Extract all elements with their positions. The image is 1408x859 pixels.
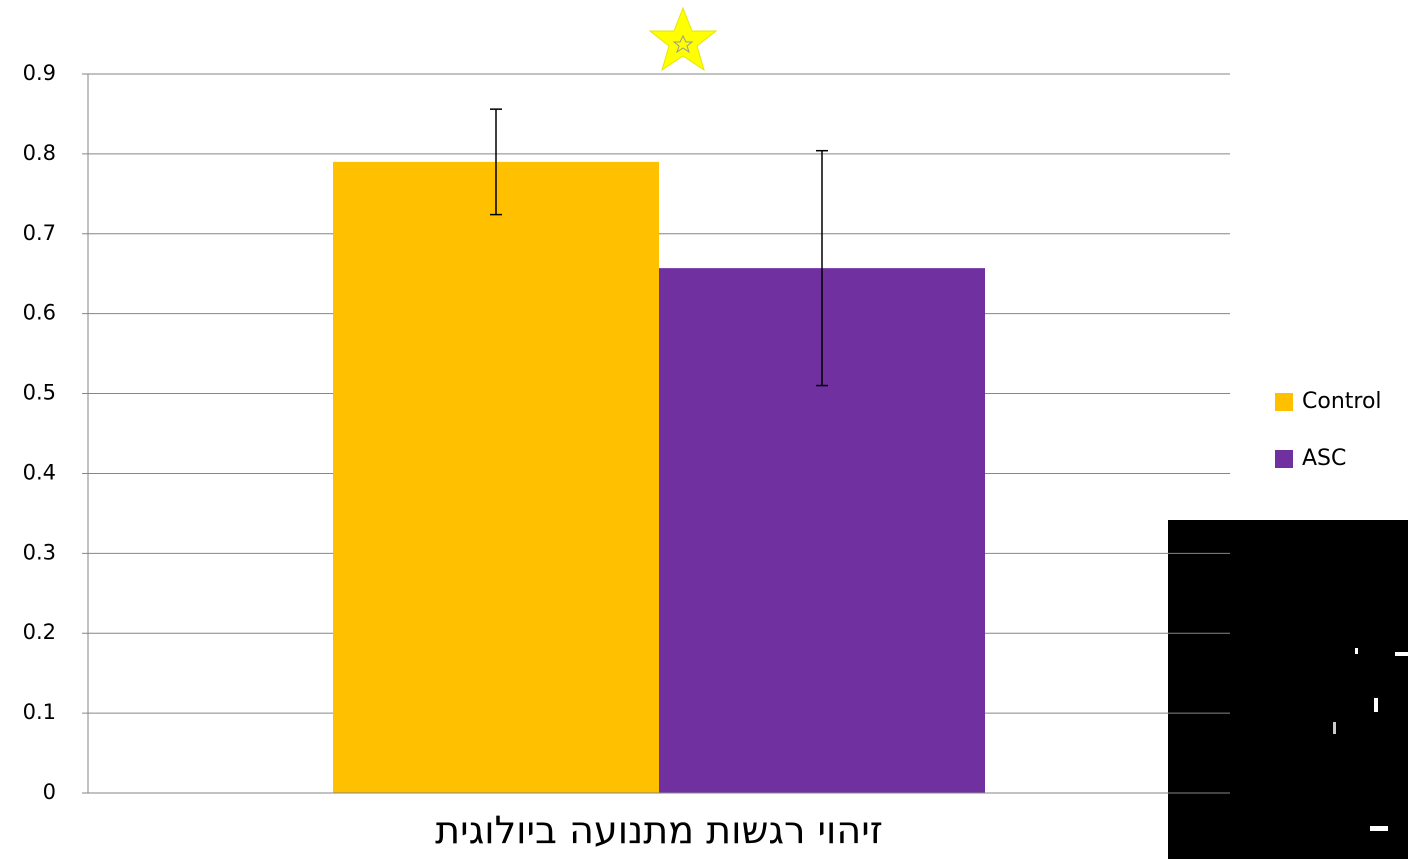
bar	[333, 161, 659, 793]
legend-swatch	[1275, 393, 1293, 411]
x-category-label: זיהוי רגשות מתנועה ביולוגית	[435, 809, 883, 853]
error-bar	[490, 108, 502, 216]
y-tick-label: 0.7	[23, 221, 56, 245]
y-tick-label: 0.5	[23, 381, 56, 405]
speck	[1395, 652, 1408, 656]
y-tick-label: 0	[43, 780, 56, 804]
star-annotation	[648, 6, 718, 72]
legend-swatch	[1275, 450, 1293, 468]
y-tick-label: 0.1	[23, 700, 56, 724]
video-frame	[1168, 520, 1408, 859]
speck	[1355, 648, 1358, 654]
y-tick-label: 0.4	[23, 460, 56, 484]
speck	[1374, 698, 1378, 712]
y-tick-label: 0.9	[23, 61, 56, 85]
y-tick-label: 0.2	[23, 620, 56, 644]
speck	[1370, 826, 1388, 831]
legend-label: ASC	[1302, 446, 1346, 471]
y-tick-label: 0.6	[23, 301, 56, 325]
legend-label: Control	[1302, 389, 1382, 414]
speck	[1333, 722, 1336, 734]
star-inner	[672, 34, 694, 54]
y-tick-label: 0.8	[23, 141, 56, 165]
y-tick-label: 0.3	[23, 540, 56, 564]
error-bar	[816, 149, 828, 387]
video-thumbnail	[1168, 520, 1408, 859]
